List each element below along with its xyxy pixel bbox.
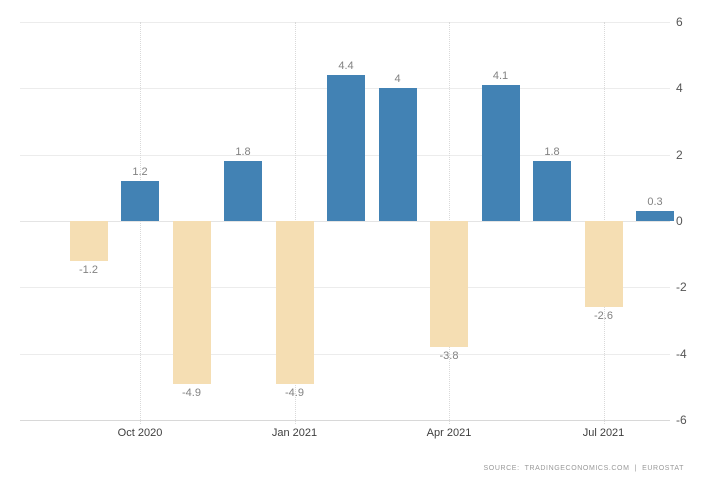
bar-value-label: -4.9 [285,386,304,399]
bar-positive [224,161,262,221]
bar-positive [121,181,159,221]
gridline-vertical [140,22,141,424]
gridline-horizontal [20,287,670,289]
y-tick-label: 0 [676,214,683,228]
x-tick-label: Apr 2021 [426,427,472,439]
gridline-horizontal [20,22,670,23]
plot-area: 6 4 2 0 -2 -4 -6 Oct 2020 Jan 2021 Apr 2021 Jul 20… [20,15,687,439]
bar-value-label: -1.2 [79,263,98,276]
x-tick-label: Jul 2021 [582,427,625,439]
bar-negative [275,221,314,384]
gridline-horizontal [20,353,670,355]
bar-value-label: -3.8 [439,350,459,363]
bar-value-label: -4.9 [182,386,201,399]
gridline-horizontal [20,221,670,222]
y-tick-label: -4 [676,346,687,361]
x-tick-label: Oct 2020 [117,427,163,439]
bar-positive [533,161,571,221]
bar-negative [584,221,623,308]
y-tick-label: -2 [676,280,687,295]
bar-value-label: 1.8 [235,146,251,159]
y-tick-label: 4 [676,81,683,96]
source-attribution: SOURCE: TRADINGECONOMICS.COM | EUROSTAT [483,465,684,472]
bar-value-label: 0.3 [647,196,663,209]
bar-negative [172,221,211,384]
bar-positive [636,211,674,221]
bar-value-label: 1.2 [132,166,148,179]
bar-negative [69,221,108,261]
bar-value-label: 4 [394,73,401,86]
bar-negative [430,221,468,348]
bar-value-label: 4.4 [338,60,354,73]
bar-positive [481,85,520,221]
bar-value-label: 4.1 [492,70,509,83]
x-tick-label: Jan 2021 [271,427,318,439]
y-tick-label: 6 [676,15,683,29]
bar-value-label: -2.6 [594,310,613,323]
y-tick-label: 2 [676,147,683,162]
bar-positive [327,75,365,221]
y-tick-label: -6 [676,413,687,427]
bar-positive [378,88,417,221]
bar-value-label: 1.8 [544,146,560,159]
gridline-horizontal [20,420,670,421]
